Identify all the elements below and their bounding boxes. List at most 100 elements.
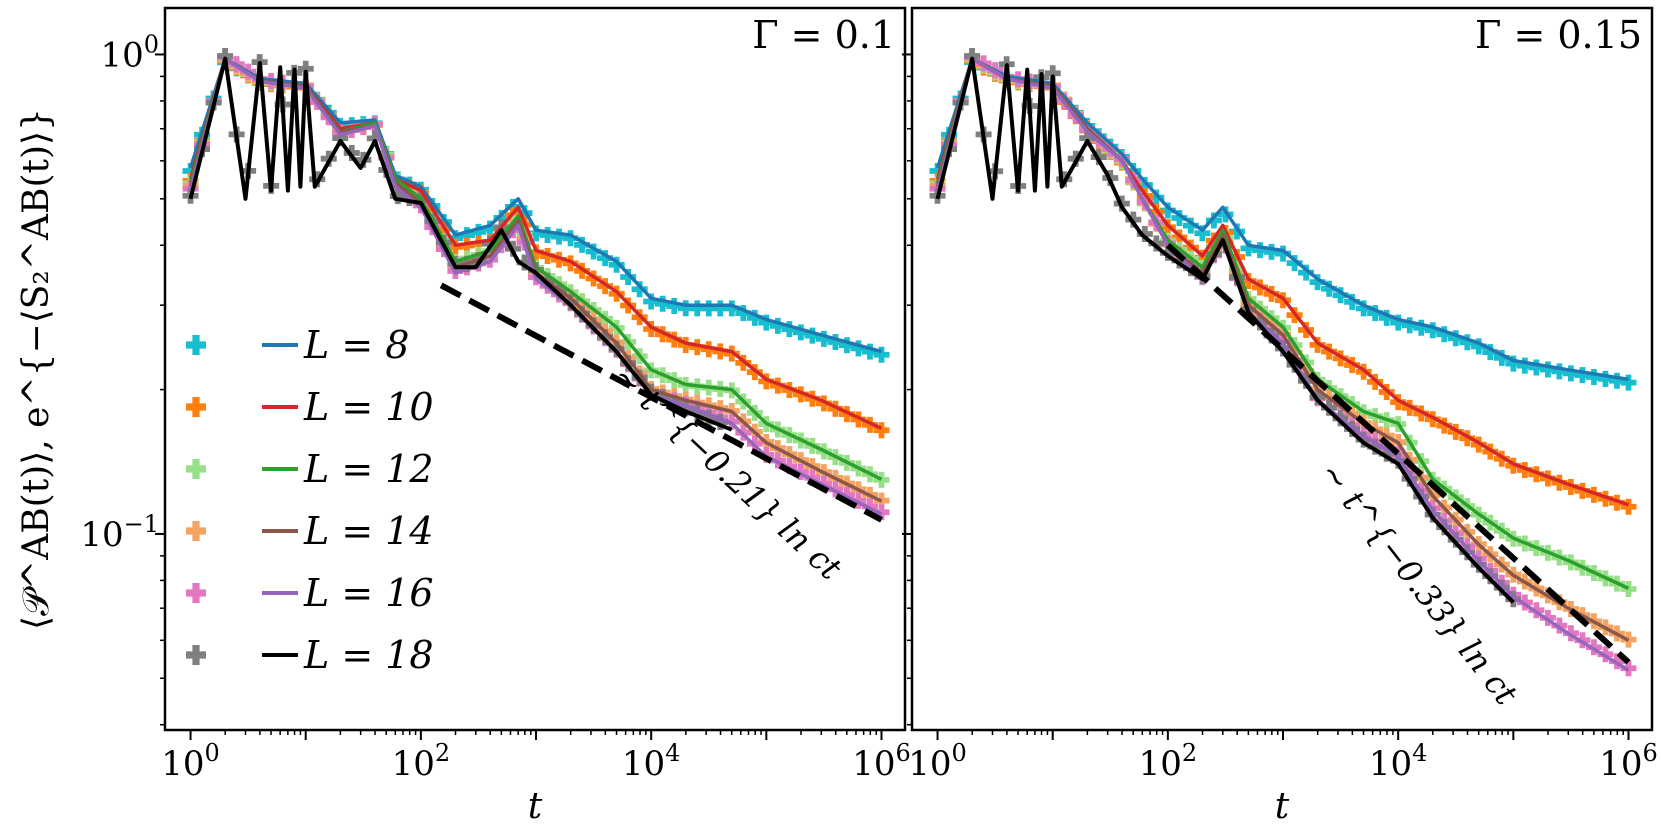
data-marker (1597, 490, 1614, 507)
data-marker (666, 298, 683, 315)
legend-marker (186, 583, 206, 603)
data-marker (528, 244, 545, 261)
data-marker (827, 334, 844, 351)
data-marker (677, 300, 694, 317)
data-marker (1332, 287, 1349, 304)
data-marker (1205, 212, 1222, 229)
data-marker (1493, 349, 1510, 366)
data-marker (1275, 245, 1292, 262)
data-marker (1263, 243, 1280, 260)
data-marker (1401, 317, 1418, 334)
data-marker (551, 251, 568, 268)
data-marker (723, 300, 740, 317)
data-marker (1608, 372, 1625, 389)
data-marker (562, 293, 579, 310)
data-marker (1608, 494, 1625, 511)
data-marker (654, 295, 671, 312)
data-marker (700, 409, 717, 426)
data-marker (182, 163, 199, 180)
data-marker (516, 254, 533, 271)
data-marker (758, 373, 775, 390)
data-marker (1447, 531, 1464, 548)
x-tick-label: 100 (908, 739, 967, 784)
series-line (188, 56, 882, 354)
data-marker (620, 269, 637, 286)
data-marker (597, 250, 614, 267)
data-marker (1044, 65, 1061, 82)
legend-label: L = 12 (303, 447, 434, 491)
data-marker (964, 48, 981, 65)
data-marker (1378, 445, 1395, 462)
x-axis-title-left: t (528, 786, 543, 827)
data-marker (1505, 591, 1522, 608)
data-marker (1493, 579, 1510, 596)
series-layer (182, 48, 890, 521)
data-marker (1298, 264, 1315, 281)
legend-marker (186, 335, 206, 355)
data-marker (551, 228, 568, 245)
legend-marker (186, 397, 206, 417)
data-marker (700, 300, 717, 317)
data-marker (1217, 206, 1234, 223)
y-tick-label: 10−1 (80, 510, 159, 555)
data-marker (689, 300, 706, 317)
data-marker (712, 343, 729, 360)
data-marker (1574, 482, 1591, 499)
data-marker (1585, 486, 1602, 503)
legend-marker (186, 645, 206, 665)
data-marker (850, 340, 867, 357)
data-marker (1194, 225, 1211, 242)
data-marker (1562, 365, 1579, 382)
data-marker (1136, 176, 1153, 193)
data-marker (929, 163, 946, 180)
data-marker (631, 281, 648, 298)
data-marker (643, 293, 660, 310)
data-marker (792, 324, 809, 341)
data-marker (1194, 249, 1211, 266)
data-marker (1286, 255, 1303, 272)
data-marker (389, 188, 406, 205)
data-marker (712, 414, 729, 431)
data-marker (1159, 244, 1176, 261)
data-marker (1516, 357, 1533, 374)
x-tick-label: 104 (622, 739, 681, 784)
data-marker (597, 328, 614, 345)
x-tick-label: 102 (1139, 739, 1198, 784)
data-marker (1447, 330, 1464, 347)
data-marker (689, 404, 706, 421)
data-marker (332, 130, 349, 147)
series-layer (929, 48, 1637, 677)
data-marker (1344, 293, 1361, 310)
y-axis-title: ⟨𝒫^AB(t)⟩, e^{−⟨S₂^AB(t)⟩} (16, 108, 57, 630)
data-marker (1321, 280, 1338, 297)
data-marker (1459, 544, 1476, 561)
data-marker (1251, 242, 1268, 259)
legend: L = 8 L = 10 L = 12 L = 14 L = 16 L = 18 (186, 323, 434, 677)
tick-marks: 100 102 104 106 (902, 53, 1658, 784)
data-marker (562, 230, 579, 247)
data-marker (1585, 369, 1602, 386)
data-marker (1171, 210, 1188, 227)
data-marker (746, 309, 763, 326)
data-marker (735, 305, 752, 322)
x-axis-title-right: t (1275, 786, 1290, 827)
data-marker (815, 330, 832, 347)
data-marker (1470, 338, 1487, 355)
data-marker (1125, 163, 1142, 180)
data-marker (1539, 361, 1556, 378)
data-marker (1551, 363, 1568, 380)
data-marker (458, 227, 475, 244)
data-marker (1620, 580, 1637, 597)
data-marker (1355, 300, 1372, 317)
panel-frame (910, 6, 1654, 732)
legend-marker (186, 459, 206, 479)
data-marker (528, 225, 545, 242)
data-marker (585, 243, 602, 260)
data-marker (792, 386, 809, 403)
data-marker (1171, 252, 1188, 269)
data-marker (804, 327, 821, 344)
data-marker (700, 341, 717, 358)
data-marker (1505, 355, 1522, 372)
data-marker (1482, 568, 1499, 585)
series-line (935, 56, 1515, 604)
